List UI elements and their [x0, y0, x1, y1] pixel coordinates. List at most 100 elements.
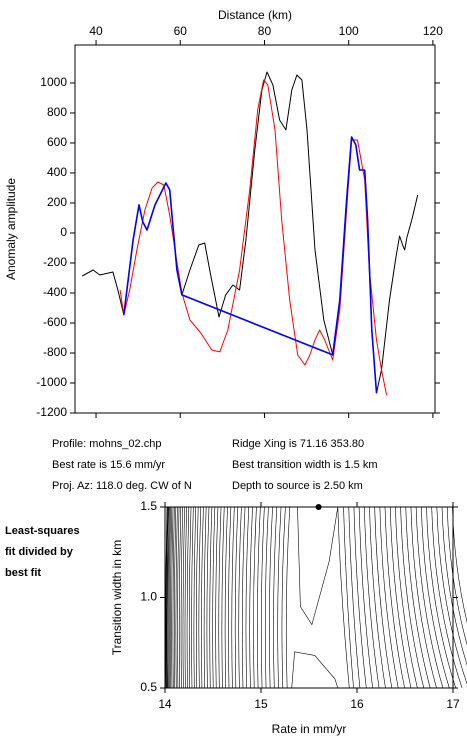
contour-line — [178, 506, 182, 689]
contour-line — [269, 506, 273, 689]
contour-line — [182, 506, 185, 689]
contour-line — [215, 506, 219, 689]
info-text: Proj. Az: 118.0 deg. CW of N — [52, 480, 192, 492]
contour-line — [348, 506, 361, 689]
y-tick-label: 1.5 — [140, 499, 157, 513]
info-text: Best transition width is 1.5 km — [232, 459, 378, 471]
contour-line — [218, 506, 222, 689]
y-tick-label: -1000 — [36, 375, 67, 389]
contour-line — [260, 506, 265, 689]
contour-line — [297, 506, 339, 626]
info-text: Depth to source is 2.50 km — [232, 480, 363, 492]
x-tick-label: 80 — [258, 24, 272, 38]
contour-line — [405, 506, 431, 689]
contour-line — [257, 506, 261, 689]
contour-line — [201, 506, 204, 689]
contour-line — [249, 506, 253, 689]
contour-line — [415, 506, 444, 689]
x-tick-label: 14 — [158, 697, 172, 711]
y-tick-label: 200 — [47, 195, 67, 209]
contour-line — [395, 506, 418, 689]
y-tick-label: -600 — [43, 315, 67, 329]
contour-line — [264, 506, 269, 689]
contour-line — [389, 506, 412, 689]
contour-line — [379, 506, 399, 689]
contour-line — [167, 506, 170, 689]
contour-line — [277, 506, 282, 689]
contour-line — [400, 506, 425, 689]
y-tick-label: 800 — [47, 105, 67, 119]
y-tick-label: 1.0 — [140, 590, 157, 604]
contour-line — [410, 506, 437, 689]
contour-line — [170, 506, 173, 689]
y-tick-label: -400 — [43, 285, 67, 299]
contour-line — [431, 506, 463, 689]
contour-line — [343, 506, 354, 689]
y-tick-label: -800 — [43, 345, 67, 359]
contour-line — [353, 506, 367, 689]
contour-line — [426, 506, 456, 689]
y-tick-label: 600 — [47, 135, 67, 149]
contour-line — [384, 506, 405, 689]
y-tick-label: 1000 — [40, 75, 67, 89]
y-tick-label: 0.5 — [140, 680, 157, 694]
contour-line — [198, 506, 202, 689]
y-axis-label: Transition width in km — [110, 540, 124, 656]
plot-frame — [74, 44, 436, 414]
contour-line — [273, 506, 278, 689]
x-tick-label: 100 — [339, 24, 359, 38]
y-axis-label: Anomaly amplitude — [4, 178, 18, 280]
x-axis-label: Distance (km) — [218, 8, 292, 22]
side-label: Least-squares — [5, 525, 80, 537]
contour-line — [166, 506, 169, 689]
contour-line — [285, 506, 291, 689]
contour-line — [221, 506, 225, 689]
x-tick-label: 40 — [89, 24, 103, 38]
y-tick-label: -200 — [43, 255, 67, 269]
contour-line — [242, 506, 246, 689]
contour-line — [186, 506, 190, 689]
contour-line — [169, 506, 172, 689]
best-fit-point — [315, 504, 322, 510]
contour-line — [175, 506, 178, 689]
contour-line — [238, 506, 242, 689]
x-tick-label: 17 — [446, 697, 460, 711]
contour-line — [165, 506, 168, 689]
contour-line — [374, 506, 393, 689]
contour-line — [369, 506, 386, 689]
info-text: Best rate is 15.6 mm/yr — [52, 459, 165, 471]
contour-line — [436, 506, 467, 685]
contour-line — [228, 506, 232, 689]
contour-line — [253, 506, 257, 689]
contour-line — [172, 506, 175, 689]
contour-line — [188, 506, 192, 689]
contour-line — [421, 506, 450, 689]
x-tick-label: 60 — [174, 24, 188, 38]
contour-line — [171, 506, 174, 689]
x-axis-label: Rate in mm/yr — [272, 722, 347, 736]
contour-line — [212, 506, 216, 689]
contour-line — [184, 506, 187, 689]
contour-line — [206, 506, 210, 689]
side-label: best fit — [5, 567, 41, 579]
contour-line — [441, 506, 467, 666]
info-text: Profile: mohns_02.chp — [52, 438, 161, 450]
contour-line — [191, 506, 194, 689]
line-series — [123, 136, 378, 394]
x-tick-label: 15 — [254, 697, 268, 711]
contour-line — [291, 651, 339, 689]
contour-line — [203, 506, 207, 689]
x-tick-label: 16 — [350, 697, 364, 711]
contour-line — [193, 506, 197, 689]
contour-line — [209, 506, 213, 689]
y-tick-label: -1200 — [36, 405, 67, 419]
info-text: Ridge Xing is 71.16 353.80 — [232, 438, 364, 450]
contour-line — [196, 506, 199, 689]
contour-line — [337, 506, 350, 689]
contour-line — [174, 506, 177, 689]
contour-line — [245, 506, 250, 689]
contour-line — [363, 506, 380, 689]
y-tick-label: 0 — [60, 225, 67, 239]
contour-line — [177, 506, 180, 689]
